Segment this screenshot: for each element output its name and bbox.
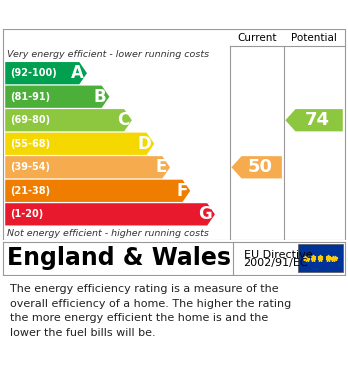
Text: A: A	[71, 64, 84, 82]
Text: C: C	[117, 111, 129, 129]
Text: The energy efficiency rating is a measure of the
overall efficiency of a home. T: The energy efficiency rating is a measur…	[10, 284, 292, 338]
Polygon shape	[5, 156, 170, 178]
Text: 74: 74	[305, 111, 330, 129]
Text: D: D	[138, 135, 151, 153]
Polygon shape	[285, 109, 343, 131]
Polygon shape	[5, 180, 190, 202]
Text: (55-68): (55-68)	[10, 139, 50, 149]
Polygon shape	[5, 86, 109, 108]
Text: B: B	[94, 88, 106, 106]
Text: (1-20): (1-20)	[10, 209, 44, 219]
Text: (92-100): (92-100)	[10, 68, 57, 78]
Text: 2002/91/EC: 2002/91/EC	[244, 258, 308, 268]
Text: Very energy efficient - lower running costs: Very energy efficient - lower running co…	[7, 50, 209, 59]
Polygon shape	[5, 109, 132, 131]
Text: England & Wales: England & Wales	[7, 246, 231, 270]
Text: (21-38): (21-38)	[10, 186, 50, 196]
Text: Not energy efficient - higher running costs: Not energy efficient - higher running co…	[7, 229, 209, 238]
Text: G: G	[198, 205, 212, 223]
Polygon shape	[5, 133, 154, 155]
Text: (39-54): (39-54)	[10, 162, 50, 172]
Polygon shape	[5, 203, 215, 226]
Text: (69-80): (69-80)	[10, 115, 50, 125]
Bar	[298, 244, 343, 272]
Polygon shape	[231, 156, 282, 178]
Text: EU Directive: EU Directive	[244, 249, 312, 260]
Text: 50: 50	[248, 158, 272, 176]
Text: (81-91): (81-91)	[10, 92, 50, 102]
Text: Current: Current	[237, 33, 276, 43]
Polygon shape	[5, 62, 87, 84]
Text: F: F	[176, 182, 188, 200]
Text: E: E	[156, 158, 167, 176]
Text: Potential: Potential	[291, 33, 337, 43]
Text: Energy Efficiency Rating: Energy Efficiency Rating	[69, 7, 279, 22]
